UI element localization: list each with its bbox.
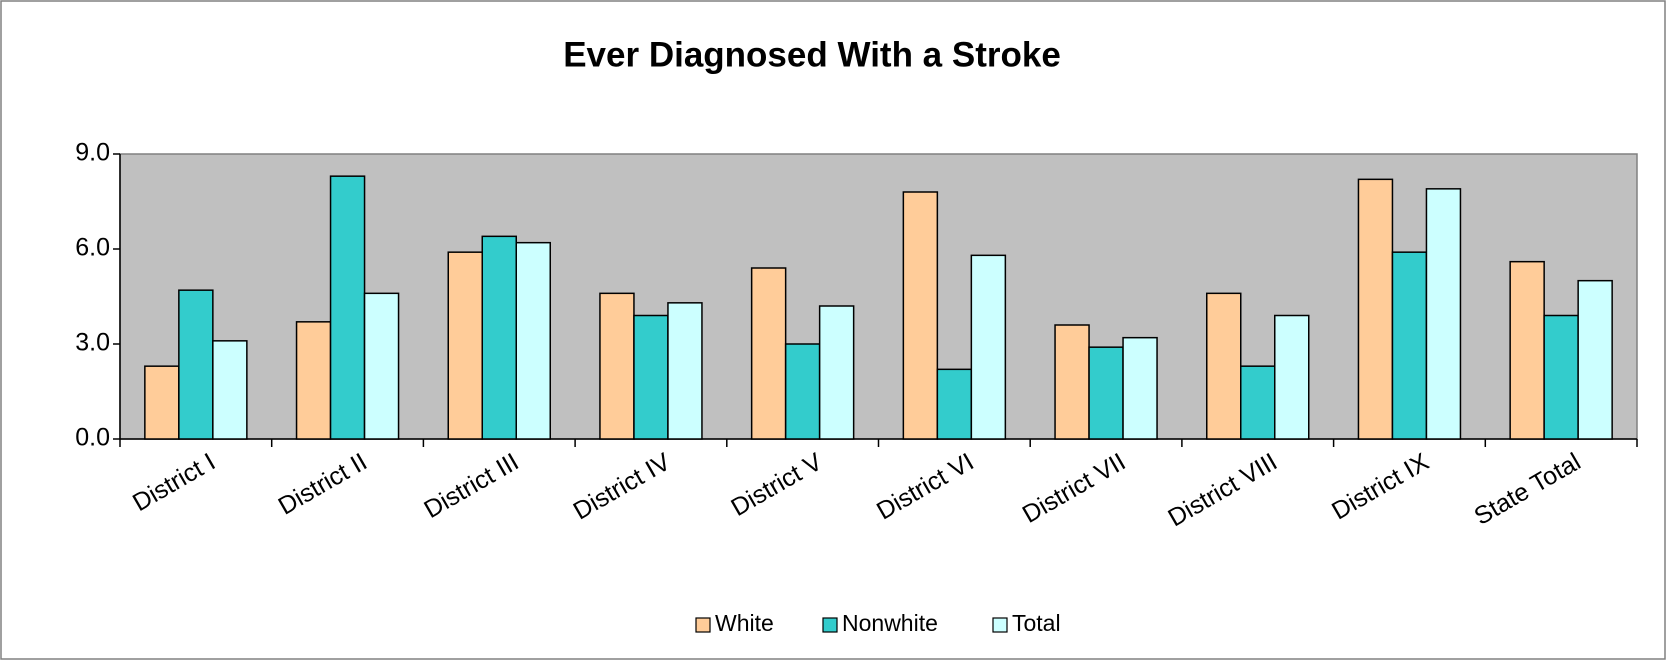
bar <box>515 241 551 440</box>
bar <box>970 254 1007 440</box>
bar <box>1240 365 1276 440</box>
legend-swatch <box>822 617 838 633</box>
bar <box>481 235 517 440</box>
bar <box>936 368 973 440</box>
bar <box>1122 336 1158 440</box>
bar <box>1206 292 1242 440</box>
legend-swatch <box>695 617 711 633</box>
bar <box>1357 178 1394 440</box>
bar <box>1391 251 1428 440</box>
y-tick-label: 3.0 <box>75 329 110 357</box>
bar <box>1509 260 1545 440</box>
legend-swatch <box>992 617 1008 633</box>
bar <box>1088 346 1124 440</box>
bar <box>178 289 214 440</box>
bar <box>599 292 635 440</box>
bar <box>633 314 669 440</box>
bar <box>144 365 180 440</box>
y-tick-label: 9.0 <box>75 139 110 167</box>
bar <box>295 321 332 440</box>
y-tick-label: 6.0 <box>75 234 110 262</box>
bar <box>1054 324 1090 440</box>
bar <box>1543 314 1579 440</box>
bar <box>329 175 366 440</box>
legend-label: Total <box>1012 610 1061 636</box>
y-tick-label: 0.0 <box>75 424 110 452</box>
bar <box>818 305 855 440</box>
bar <box>1577 279 1613 440</box>
bar <box>902 191 939 440</box>
bar <box>784 343 821 440</box>
legend-label: Nonwhite <box>842 610 938 636</box>
chart-title: Ever Diagnosed With a Stroke <box>563 35 1061 74</box>
legend-label: White <box>715 610 774 636</box>
bar <box>363 292 400 440</box>
bar <box>447 251 483 440</box>
bar <box>667 302 703 440</box>
bar <box>212 340 248 440</box>
bar <box>1274 314 1310 440</box>
bar <box>750 267 787 440</box>
bar <box>1425 188 1462 440</box>
